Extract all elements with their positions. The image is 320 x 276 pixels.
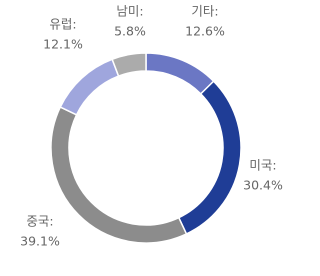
value-label: 12.6% <box>185 24 225 39</box>
value-label: 30.4% <box>243 178 283 193</box>
donut-segment <box>59 58 120 116</box>
category-label: 유럽: <box>49 17 76 32</box>
value-label: 12.1% <box>43 37 83 52</box>
donut-segment <box>177 80 242 235</box>
category-label: 미국: <box>249 158 276 173</box>
value-label: 39.1% <box>20 234 60 249</box>
donut-segment <box>111 52 147 78</box>
donut-segment <box>145 52 215 95</box>
donut-segment <box>50 106 188 244</box>
category-label: 기타: <box>191 4 218 19</box>
category-label: 남미: <box>116 4 143 19</box>
chart: 기타: 12.6% 미국: 30.4% 중국: 39.1% 유럽: 12.1% 남미: 5.8% <box>20 4 283 249</box>
value-label: 5.8% <box>114 24 146 39</box>
category-label: 중국: <box>26 214 53 229</box>
